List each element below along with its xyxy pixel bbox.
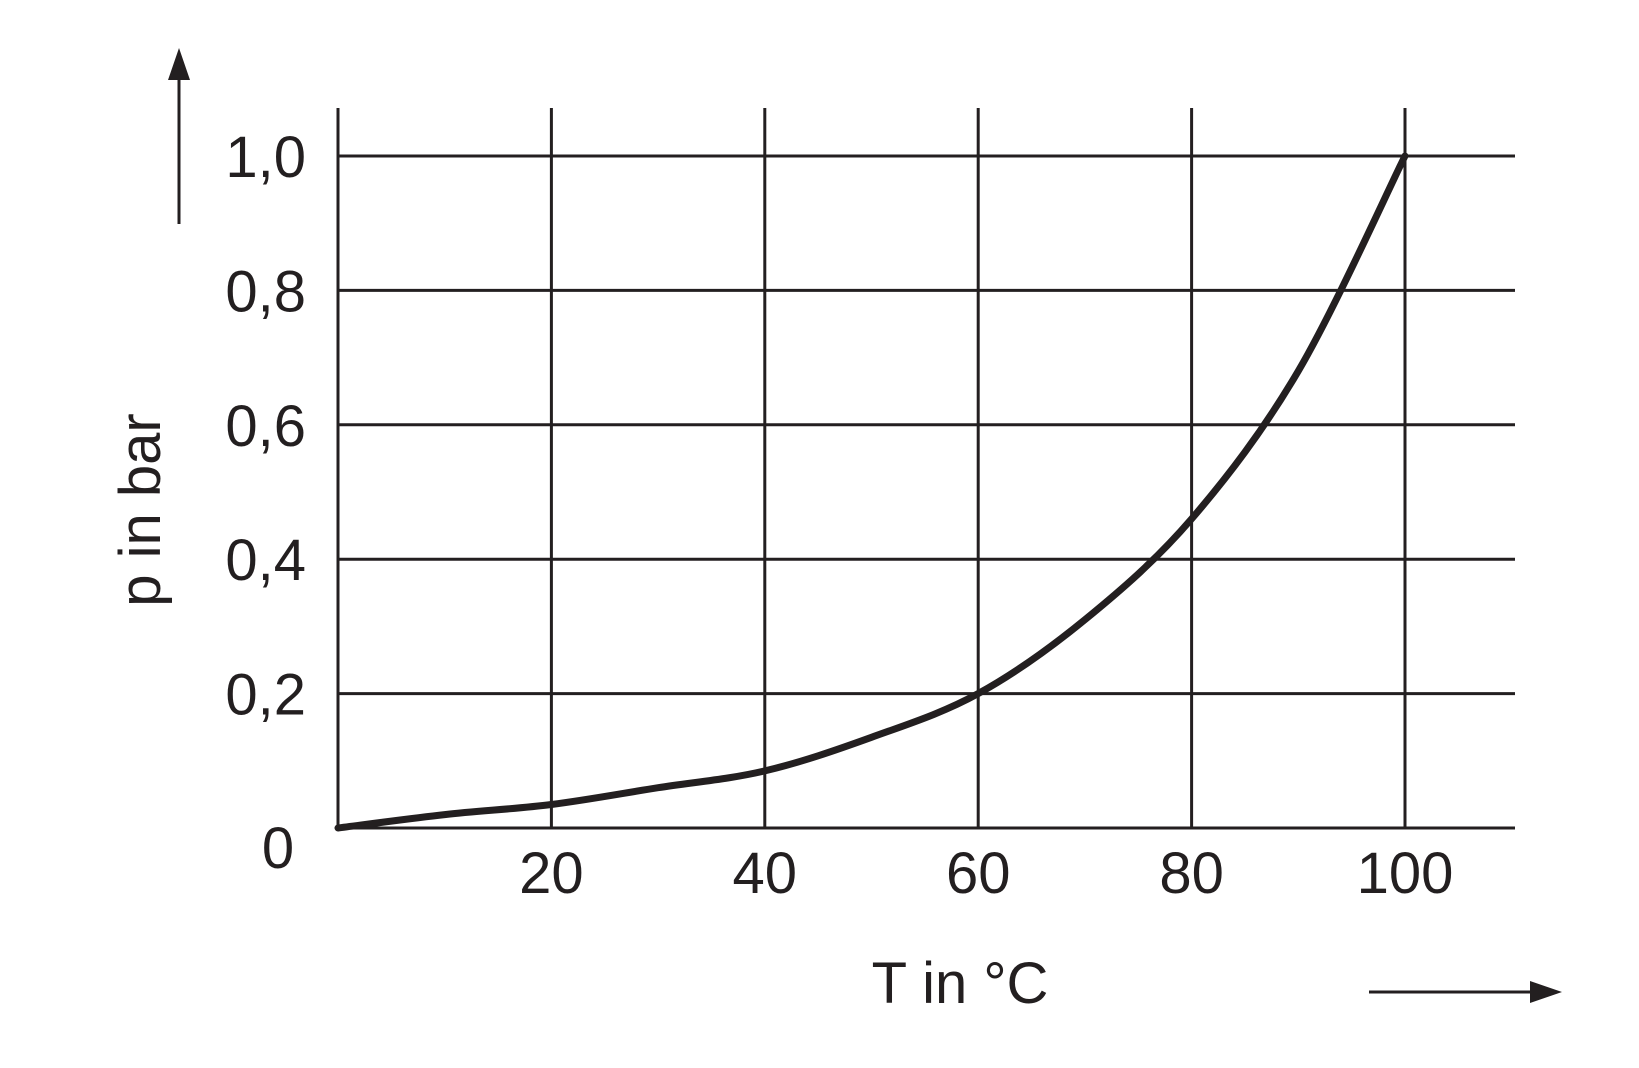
x-axis-label: T in °C bbox=[872, 951, 1049, 1016]
series bbox=[334, 152, 1409, 832]
arrows bbox=[168, 48, 1562, 1003]
y-tick-label: 0 bbox=[262, 816, 294, 881]
axes bbox=[336, 108, 1515, 830]
y-tick-label: 0,4 bbox=[225, 528, 306, 593]
y-axis-label: p in bar bbox=[108, 413, 173, 606]
x-tick-label: 80 bbox=[1159, 841, 1224, 906]
x-tick-label: 100 bbox=[1357, 841, 1454, 906]
x-arrow-head bbox=[1530, 981, 1562, 1003]
grid bbox=[338, 108, 1515, 828]
y-tick-label: 0,8 bbox=[225, 259, 306, 324]
x-tick-label: 60 bbox=[946, 841, 1011, 906]
y-tick-label: 0,2 bbox=[225, 663, 306, 728]
labels: T in °C p in bar 20 40 60 80 100 0 0,2 0,4 0,6 0,… bbox=[108, 125, 1453, 1016]
x-tick-label: 40 bbox=[733, 841, 798, 906]
y-arrow-head bbox=[168, 48, 190, 80]
x-tick-label: 20 bbox=[519, 841, 584, 906]
y-tick-label: 0,6 bbox=[225, 394, 306, 459]
y-tick-label: 1,0 bbox=[225, 125, 306, 190]
series-line bbox=[334, 152, 1409, 832]
